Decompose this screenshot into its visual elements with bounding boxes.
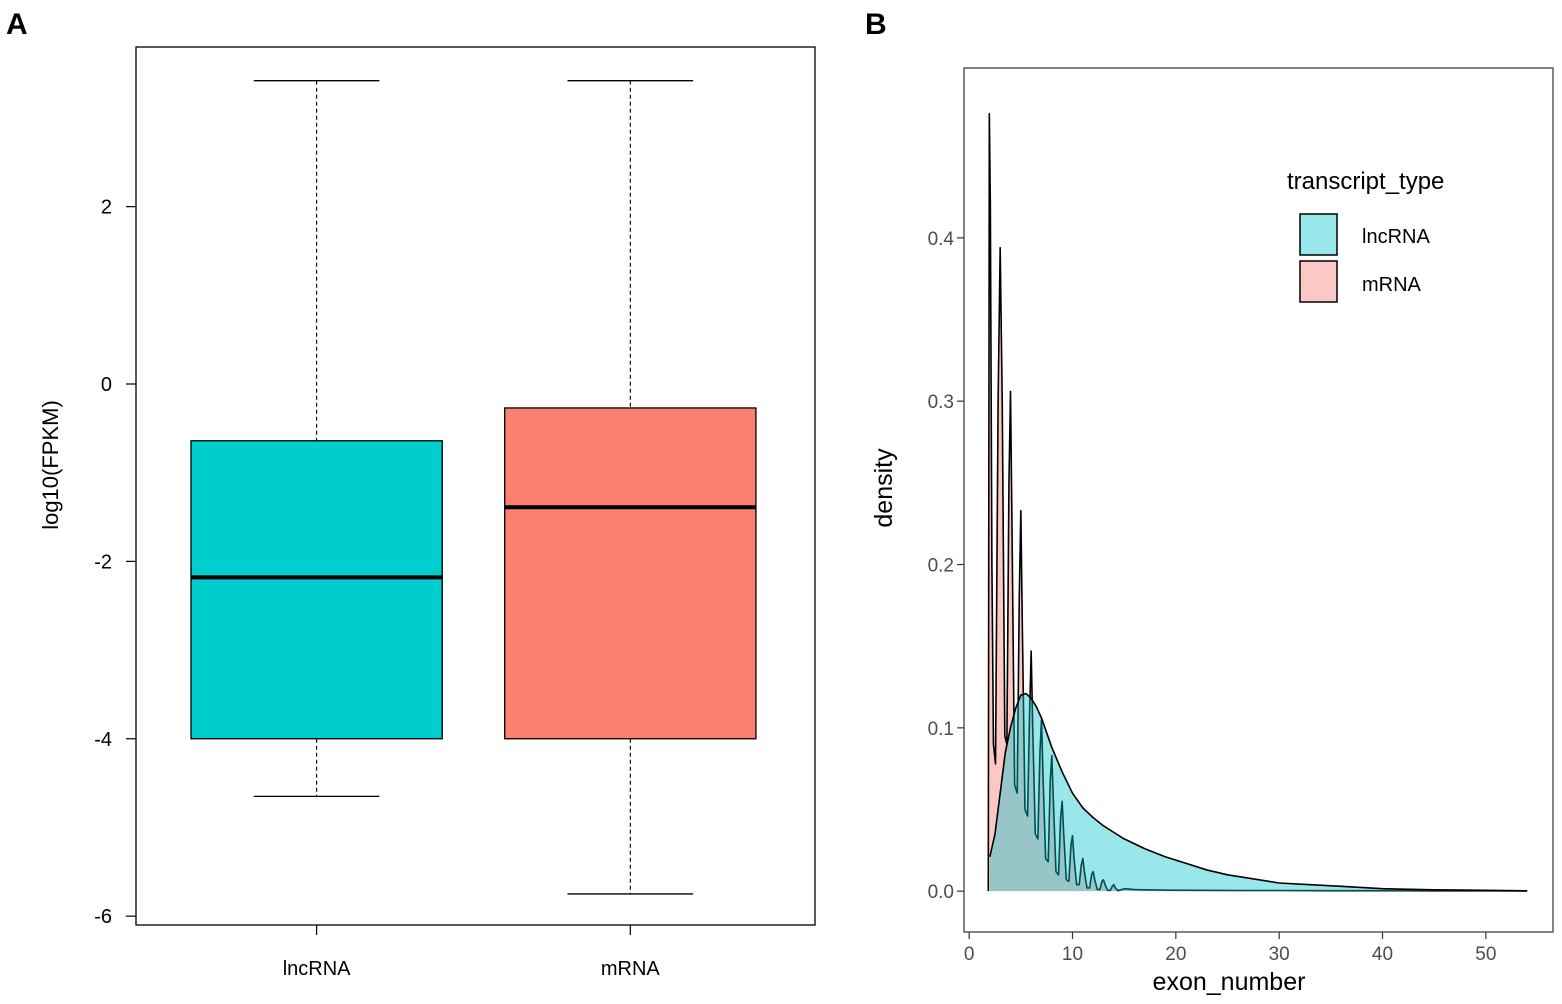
iqr-box xyxy=(190,440,443,740)
a-y-tick-label: 2 xyxy=(101,197,112,219)
density-line-mrna xyxy=(987,112,1528,892)
a-x-tick-label: mRNA xyxy=(601,958,661,980)
panel-a-frame xyxy=(135,46,816,926)
panel-b-y-title: density xyxy=(870,448,898,528)
b-x-tick-label: 40 xyxy=(1372,944,1393,965)
density-area-lncrna xyxy=(989,693,1528,892)
b-y-tick-label: 0.3 xyxy=(928,392,954,413)
legend-title: transcript_type xyxy=(1287,168,1444,195)
box-mrna xyxy=(504,80,757,895)
panel-a-boxes xyxy=(190,80,757,895)
a-y-tick-label: 0 xyxy=(101,374,112,396)
a-y-tick-label: -2 xyxy=(94,551,112,573)
panel-b-x-axis: 0 10 20 30 40 50 xyxy=(964,932,1496,965)
b-y-tick-label: 0.1 xyxy=(928,719,954,740)
panel-b-frame xyxy=(963,67,1554,933)
b-x-tick-label: 0 xyxy=(964,944,975,965)
b-x-tick-label: 30 xyxy=(1269,944,1290,965)
panel-b-y-axis: 0.0 0.1 0.2 0.3 0.4 xyxy=(928,229,964,903)
density-line-lncrna xyxy=(989,692,1528,892)
b-x-tick-label: 20 xyxy=(1165,944,1186,965)
panel-b-x-title: exon_number xyxy=(1153,968,1306,996)
panel-a-x-axis: lncRNA mRNA xyxy=(283,925,661,980)
b-x-tick-label: 50 xyxy=(1475,944,1496,965)
legend-key-lncrna xyxy=(1299,213,1338,256)
density-area-mrna xyxy=(988,113,1528,892)
legend-label-lncrna: lncRNA xyxy=(1362,226,1430,248)
b-x-tick-label: 10 xyxy=(1062,944,1083,965)
panel-a-label: A xyxy=(6,8,28,41)
a-y-tick-label: -6 xyxy=(94,906,112,928)
panel-a-boxplot: -6 -4 -2 0 2 lncRNA mRNA log10(FPKM) xyxy=(38,46,816,980)
panel-b-legend: transcript_type lncRNA mRNA xyxy=(1287,168,1444,303)
b-y-tick-label: 0.4 xyxy=(928,229,955,250)
a-x-tick-label: lncRNA xyxy=(283,958,351,980)
legend-key-mrna xyxy=(1299,260,1338,303)
a-y-tick-label: -4 xyxy=(94,729,112,751)
b-y-tick-label: 0.0 xyxy=(928,882,954,903)
iqr-box xyxy=(504,407,757,740)
panel-b-label: B xyxy=(865,8,887,41)
panel-b-density: 0.00.10.20.30.4 0 10 20 30 40 50 exon_number … xyxy=(870,67,1554,996)
panel-a-y-axis: -6 -4 -2 0 2 xyxy=(94,197,136,928)
panel-b-density-areas xyxy=(987,112,1528,892)
panel-a-y-title: log10(FPKM) xyxy=(38,400,63,530)
box-lncrna xyxy=(190,80,443,798)
b-y-tick-label: 0.2 xyxy=(928,556,954,577)
legend-label-mrna: mRNA xyxy=(1362,274,1422,296)
